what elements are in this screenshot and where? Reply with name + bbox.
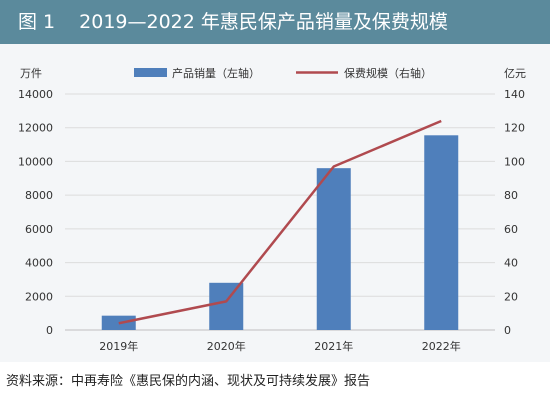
left-tick-label: 8000 <box>25 189 53 202</box>
left-axis-unit: 万件 <box>20 67 42 80</box>
figure-label: 图 1 <box>18 11 56 33</box>
right-tick-label: 140 <box>504 88 525 101</box>
x-tick-label: 2022年 <box>422 339 461 353</box>
figure-title-bar: 图 1 2019—2022 年惠民保产品销量及保费规模 <box>0 0 550 44</box>
bar <box>424 135 459 330</box>
chart-area <box>0 44 550 362</box>
figure-title: 2019—2022 年惠民保产品销量及保费规模 <box>79 11 448 33</box>
right-tick-label: 120 <box>504 122 525 135</box>
right-tick-label: 60 <box>504 223 518 236</box>
x-tick-label: 2021年 <box>314 339 353 353</box>
left-tick-label: 4000 <box>25 257 53 270</box>
x-tick-label: 2020年 <box>207 339 246 353</box>
right-tick-label: 100 <box>504 155 525 168</box>
legend-bar-label: 产品销量（左轴） <box>172 66 260 80</box>
legend-line-label: 保费规模（右轴） <box>344 66 432 80</box>
line-layer <box>118 119 442 325</box>
grid-layer <box>65 93 495 331</box>
right-tick-label: 0 <box>504 324 511 337</box>
right-axis-unit: 亿元 <box>504 67 526 80</box>
legend-bar-swatch <box>134 68 167 77</box>
right-tick-label: 20 <box>504 290 518 303</box>
x-tick-label: 2019年 <box>99 339 138 353</box>
chart-svg: 0 0 2000 20 4000 40 6000 60 8000 80 10000 100 12000 1… <box>18 66 526 353</box>
left-tick-label: 2000 <box>25 290 53 303</box>
tick-layer: 0 0 2000 20 4000 40 6000 60 8000 80 10000 100 12000 1… <box>18 88 525 353</box>
series-line <box>118 119 442 325</box>
bar <box>209 282 244 330</box>
left-tick-label: 6000 <box>25 223 53 236</box>
bar <box>316 168 351 330</box>
left-tick-label: 0 <box>46 324 53 337</box>
left-tick-label: 14000 <box>18 88 53 101</box>
source-note: 资料来源：中再寿险《惠民保的内涵、现状及可持续发展》报告 <box>6 374 371 389</box>
legend: 产品销量（左轴） 保费规模（右轴） <box>134 66 432 80</box>
right-tick-label: 40 <box>504 257 518 270</box>
left-tick-label: 10000 <box>18 155 53 168</box>
right-tick-label: 80 <box>504 189 518 202</box>
left-tick-label: 12000 <box>18 122 53 135</box>
